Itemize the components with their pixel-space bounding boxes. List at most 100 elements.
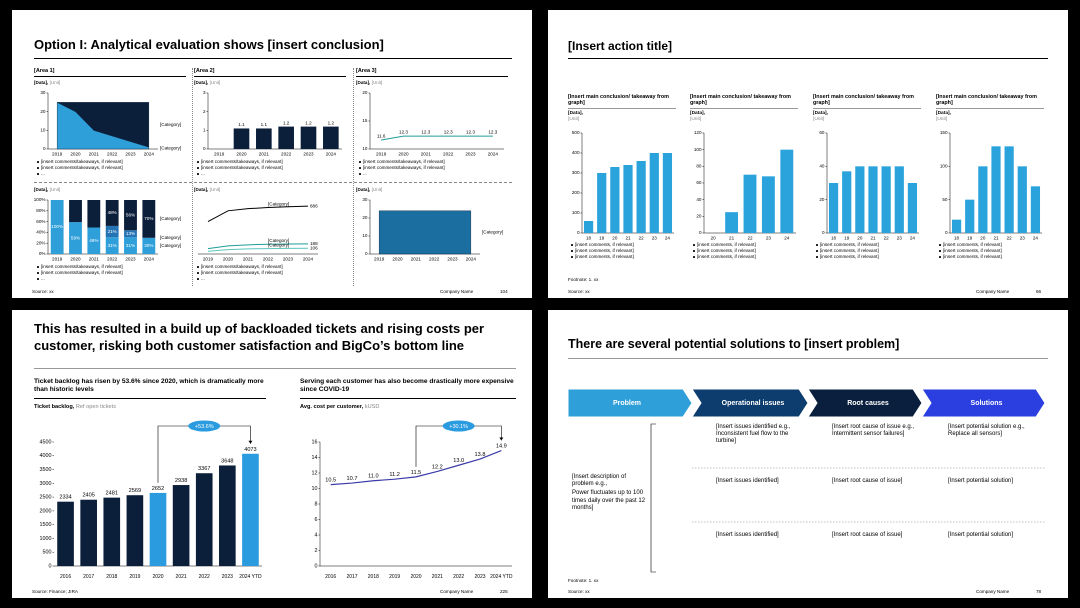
y-tick-label: 6: [315, 517, 318, 523]
y-tick-label: 10: [40, 128, 46, 133]
bullet: [insert comments, if relevant]: [938, 242, 1044, 248]
chart: 0 50 100 150 18 19 20 21 22 23 24: [940, 130, 1042, 241]
x-tick-label: 2016: [60, 574, 71, 580]
chart: 0 20 40 60 80 100 120 20 21 22 23 24: [694, 130, 796, 241]
x-tick-label: 18: [831, 236, 837, 241]
x-tick-label: 2023: [447, 257, 458, 262]
x-tick-label: 2021: [89, 152, 100, 157]
x-tick-label: 20: [711, 236, 717, 241]
data-label: 1.2: [328, 120, 335, 125]
unit-label: [Unit]: [568, 116, 580, 122]
x-tick-label: 2024 YTD: [239, 574, 262, 580]
data-label: 2569: [129, 488, 141, 494]
slide-title: This has resulted in a build up of backl…: [34, 321, 485, 353]
y-tick-label: 20: [819, 197, 825, 202]
x-tick-label: 22: [1007, 236, 1013, 241]
bullet: [insert comments/takeaways, if relevant]: [196, 165, 346, 171]
source: Source: Finance; JIRA: [32, 589, 78, 594]
data-label: 2334: [59, 495, 71, 501]
x-tick-label: 2019: [389, 574, 400, 580]
y-tick-label: 400: [572, 150, 580, 155]
page-number: 225: [500, 589, 508, 594]
panel-rule: [690, 108, 798, 109]
x-tick-label: 18: [586, 236, 592, 241]
x-tick-label: 2024: [326, 152, 337, 157]
data-label: 2652: [152, 486, 164, 492]
y-tick-label: 1500: [40, 522, 52, 528]
data-label: 13%: [126, 231, 135, 236]
bullet: [insert comments, if relevant]: [815, 248, 921, 254]
bullet-list: [insert comments, if relevant] [insert co…: [815, 242, 921, 260]
area: [57, 102, 150, 148]
bar: [951, 219, 962, 233]
panel-heading: [Insert main conclusion/ takeaway from g…: [690, 94, 791, 107]
chart: 2019 2020 2021 2022 2023 2024 886 [Category] 188…: [198, 201, 318, 262]
bullet: [insert comments, if relevant]: [692, 248, 798, 254]
chevron: [807, 388, 923, 418]
y-tick-label: 60%: [36, 219, 45, 224]
area: [378, 210, 472, 255]
data-unit-label: Ticket backlog, Ref open tickets: [34, 404, 116, 411]
x-tick-label: 2022: [107, 257, 118, 262]
y-tick-label: 2000: [40, 508, 52, 514]
bullet: [insert comments, if relevant]: [692, 254, 798, 260]
bar: [124, 237, 137, 254]
badge: [188, 420, 221, 432]
chart: 0 100 200 300 400 500 18 19 20 21 22 23 24: [572, 130, 674, 241]
bar: [323, 126, 339, 149]
unit-label: [Unit]: [209, 80, 221, 85]
y-tick-label: 4000: [40, 453, 52, 459]
y-tick-label: 300: [572, 170, 580, 175]
bullet: ...: [358, 171, 508, 177]
x-tick-label: 2020: [236, 152, 247, 157]
data-unit-label: [Data], [Unit]: [936, 111, 951, 123]
x-tick-label: 2024: [488, 152, 499, 157]
x-tick-label: 2024: [303, 257, 314, 262]
data-label-text: [Data],: [568, 111, 583, 116]
data-label: 10.5: [325, 478, 336, 484]
footnote: Footnote: 1. xx: [568, 277, 599, 282]
cell-text: [Insert issues identified e.g., Inconsis…: [716, 424, 791, 445]
bar: [583, 221, 594, 233]
data-label-text: [Data],: [356, 187, 371, 192]
bar: [1004, 146, 1014, 233]
series-label: [Category]: [160, 216, 181, 221]
x-tick-label: 21: [870, 236, 876, 241]
bullet-list: [insert comments/takeaways, if relevant]…: [36, 264, 186, 282]
bar: [142, 200, 156, 238]
x-tick-label: 2023: [222, 574, 233, 580]
x-tick-label: 23: [652, 236, 658, 241]
panel-rule: [936, 108, 1044, 109]
data-label: 2481: [106, 491, 118, 497]
bar: [69, 200, 82, 223]
x-tick-label: 20: [857, 236, 863, 241]
chevron: [921, 388, 1046, 418]
cell-text: [Insert root cause of issue]: [832, 532, 903, 538]
problem-line: Power fluctuates up to 100 times daily o…: [572, 490, 646, 511]
stage-label: Solutions: [971, 400, 1003, 407]
x-tick-label: 2020: [398, 152, 409, 157]
y-tick-label: 10: [362, 146, 368, 151]
y-tick-label: 30: [40, 90, 46, 95]
data-unit-label: [Data], [Unit]: [356, 187, 382, 193]
y-tick-label: 10: [312, 486, 318, 492]
y-tick-label: 0%: [39, 251, 46, 256]
bar: [978, 166, 988, 233]
unit-label: [Unit]: [49, 187, 61, 192]
x-tick-label: 20: [612, 236, 618, 241]
data-unit-label: [Data], [Unit]: [34, 80, 60, 86]
x-tick-label: 2022: [429, 257, 440, 262]
x-tick-label: 2024 YTD: [490, 574, 513, 580]
x-tick-label: 21: [729, 236, 735, 241]
line: [207, 243, 309, 250]
x-tick-label: 2024: [144, 257, 155, 262]
x-tick-label: 2017: [346, 574, 357, 580]
y-tick-label: 100: [940, 164, 948, 169]
source: Source: xx: [32, 289, 54, 294]
bar: [195, 473, 213, 566]
bracket-arrow: [499, 437, 504, 441]
y-tick-label: 40%: [36, 230, 45, 235]
chart: 0 2 4 6 8 10 12 14 16 2016 2017 2018 2019 2020 2021 202…: [312, 420, 513, 580]
bar: [649, 153, 659, 233]
bullet: [insert comments, if relevant]: [815, 242, 921, 248]
